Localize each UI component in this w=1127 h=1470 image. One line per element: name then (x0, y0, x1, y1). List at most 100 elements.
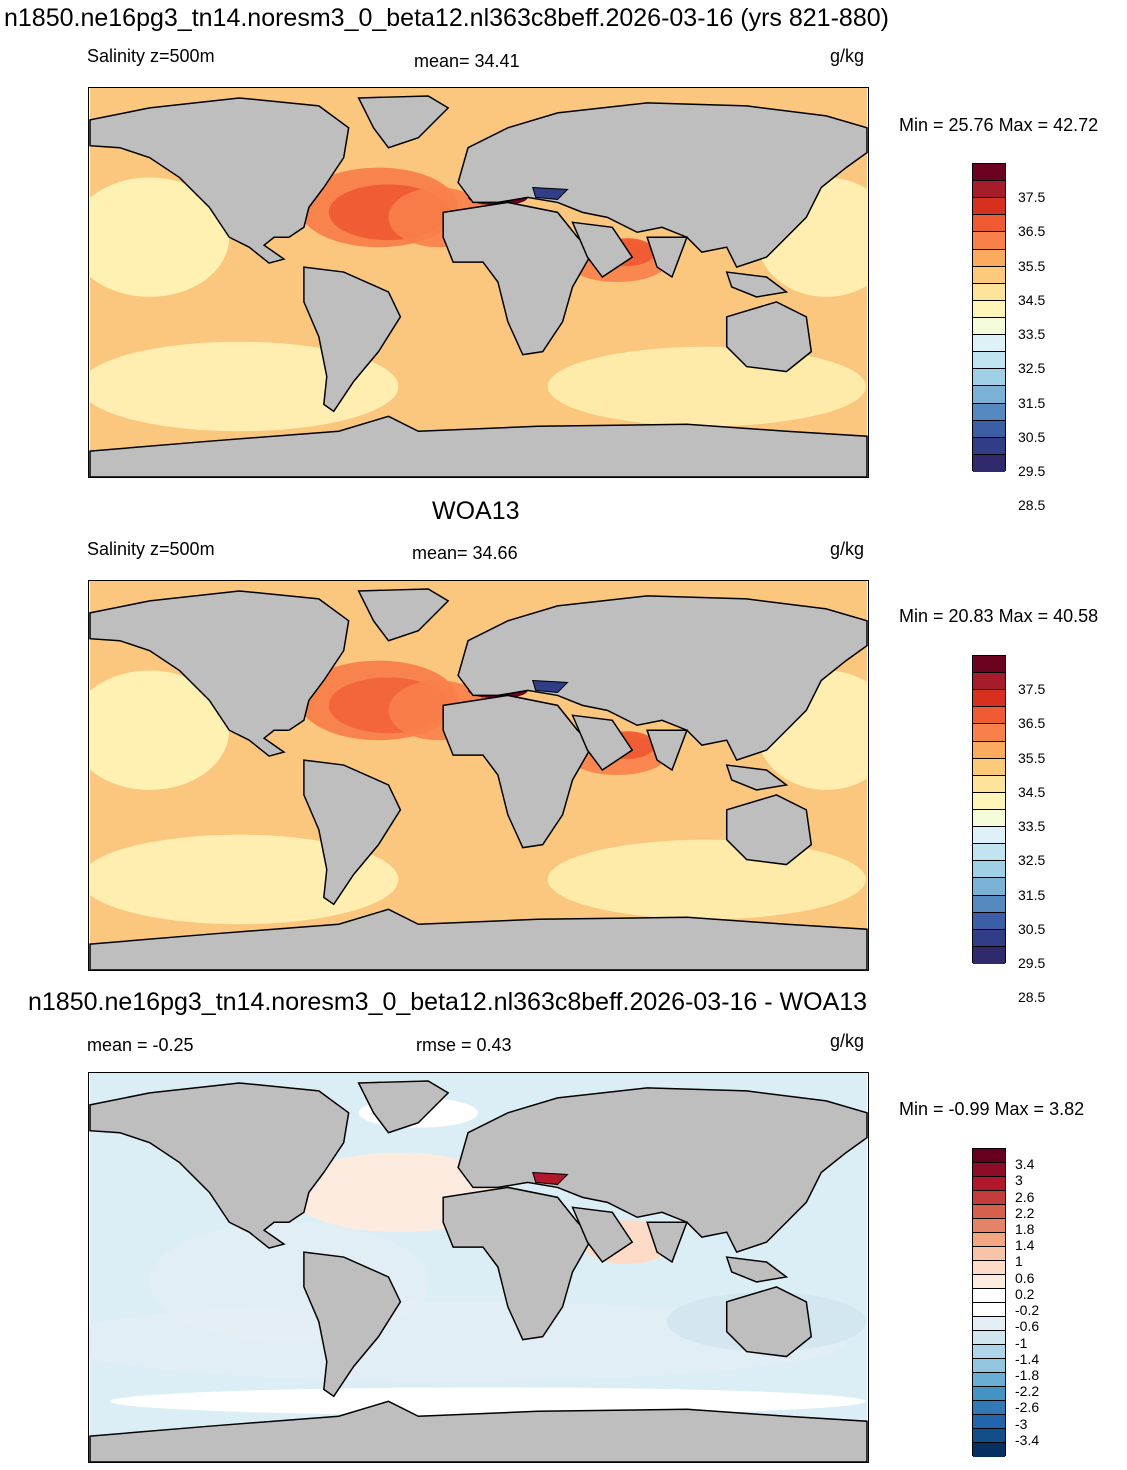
colorbar-tick-label: 34.5 (1018, 783, 1046, 800)
colorbar-swatch (973, 656, 1005, 674)
landmass (725, 764, 789, 791)
colorbar-tick-label: 2.2 (1015, 1204, 1035, 1221)
landmass (89, 415, 868, 477)
colorbar-swatch (973, 912, 1005, 930)
panel1-minmax: Min = 25.76 Max = 42.72 (899, 115, 1099, 135)
landmass (89, 908, 868, 970)
colorbar-swatch (973, 1247, 1005, 1261)
landmass (571, 1206, 634, 1264)
colorbar-swatch (973, 300, 1005, 318)
colorbar-swatch (973, 1261, 1005, 1275)
panel2-left-label: Salinity z=500m (87, 539, 215, 559)
colorbar-swatch (973, 1443, 1005, 1457)
colorbar-swatch (973, 878, 1005, 896)
colorbar-swatch (973, 266, 1005, 284)
figure-title: n1850.ne16pg3_tn14.noresm3_0_beta12.nl36… (4, 4, 889, 32)
colorbar-swatch (973, 1233, 1005, 1247)
landmass (725, 271, 789, 298)
panel2-minmax: Min = 20.83 Max = 40.58 (899, 606, 1099, 626)
landmass (89, 1400, 868, 1462)
colorbar-swatch (973, 895, 1005, 913)
colorbar-swatch (973, 775, 1005, 793)
colorbar-tick-label: 0.2 (1015, 1285, 1035, 1302)
colorbar-swatch (973, 164, 1005, 182)
colorbar-swatch (973, 741, 1005, 759)
colorbar-swatch (973, 1345, 1005, 1359)
panel2-units: g/kg (830, 539, 865, 559)
colorbar-swatch (973, 1429, 1005, 1443)
colorbar-tick-label: -0.6 (1015, 1318, 1040, 1335)
colorbar-tick-label: 36.5 (1018, 223, 1046, 240)
panel1-colorbar (972, 163, 1006, 472)
colorbar-swatch (973, 181, 1005, 199)
landmass (442, 694, 594, 849)
colorbar-tick-label: 28.5 (1018, 497, 1046, 514)
landmass (725, 1286, 813, 1358)
colorbar-swatch (973, 215, 1005, 233)
colorbar-tick-label: 31.5 (1018, 394, 1046, 411)
colorbar-swatch (973, 369, 1005, 387)
colorbar-swatch (973, 1317, 1005, 1331)
colorbar-tick-label: -2.6 (1015, 1399, 1040, 1416)
colorbar-swatch (973, 1359, 1005, 1373)
colorbar-tick-label: 30.5 (1018, 920, 1046, 937)
land-masses (89, 588, 868, 970)
panel2-world-map (88, 580, 869, 971)
colorbar-swatch (973, 1205, 1005, 1219)
landmass (357, 95, 450, 149)
colorbar-tick-label: -1 (1015, 1334, 1028, 1351)
colorbar-swatch (973, 758, 1005, 776)
colorbar-swatch (973, 1219, 1005, 1233)
landmass (303, 266, 402, 413)
colorbar-swatch (973, 198, 1005, 216)
colorbar-tick-label: 33.5 (1018, 326, 1046, 343)
colorbar-swatch (973, 352, 1005, 370)
colorbar-swatch (973, 1331, 1005, 1345)
colorbar-swatch (973, 1177, 1005, 1191)
colorbar-tick-label: 1.8 (1015, 1221, 1035, 1238)
colorbar-swatch (973, 1387, 1005, 1401)
landmass (571, 714, 634, 772)
colorbar-swatch (973, 844, 1005, 862)
landmass (89, 590, 350, 757)
panel3-world-map (88, 1072, 869, 1463)
colorbar-tick-label: 2.6 (1015, 1188, 1035, 1205)
colorbar-tick-label: 35.5 (1018, 257, 1046, 274)
colorbar-swatch (973, 1191, 1005, 1205)
colorbar-swatch (973, 1401, 1005, 1415)
colorbar-tick-label: 33.5 (1018, 818, 1046, 835)
colorbar-swatch (973, 673, 1005, 691)
panel3-rmse: rmse = 0.43 (416, 1035, 512, 1055)
colorbar-tick-label: 28.5 (1018, 989, 1046, 1006)
landmass (357, 588, 450, 642)
colorbar-tick-label: -3.4 (1015, 1431, 1040, 1448)
landmass (89, 97, 350, 264)
colorbar-tick-label: 29.5 (1018, 955, 1046, 971)
landmass (457, 595, 868, 761)
colorbar-swatch (973, 690, 1005, 708)
colorbar-swatch (973, 929, 1005, 947)
panel3-units: g/kg (830, 1031, 865, 1051)
inland-sea (532, 679, 569, 693)
landmass (457, 102, 868, 268)
colorbar-swatch (973, 335, 1005, 353)
colorbar-tick-label: 30.5 (1018, 428, 1046, 445)
landmass (646, 729, 689, 772)
colorbar-swatch (973, 317, 1005, 336)
landmass (303, 759, 402, 906)
colorbar-swatch (973, 454, 1005, 472)
panel3-colorbar (972, 1148, 1006, 1457)
colorbar-swatch (973, 1149, 1005, 1163)
panel2-colorbar (972, 655, 1006, 964)
colorbar-tick-label: -0.2 (1015, 1302, 1040, 1319)
landmass (457, 1087, 868, 1253)
panel3-heading: n1850.ne16pg3_tn14.noresm3_0_beta12.nl36… (28, 988, 868, 1016)
inland-sea (532, 1171, 569, 1185)
colorbar-swatch (973, 724, 1005, 742)
panel1-mean: mean= 34.41 (414, 51, 520, 71)
colorbar-tick-label: 31.5 (1018, 886, 1046, 903)
colorbar-tick-label: 3 (1015, 1172, 1023, 1189)
colorbar-tick-label: 3.4 (1015, 1156, 1035, 1173)
landmass (442, 1186, 594, 1341)
landmass (646, 1221, 689, 1264)
